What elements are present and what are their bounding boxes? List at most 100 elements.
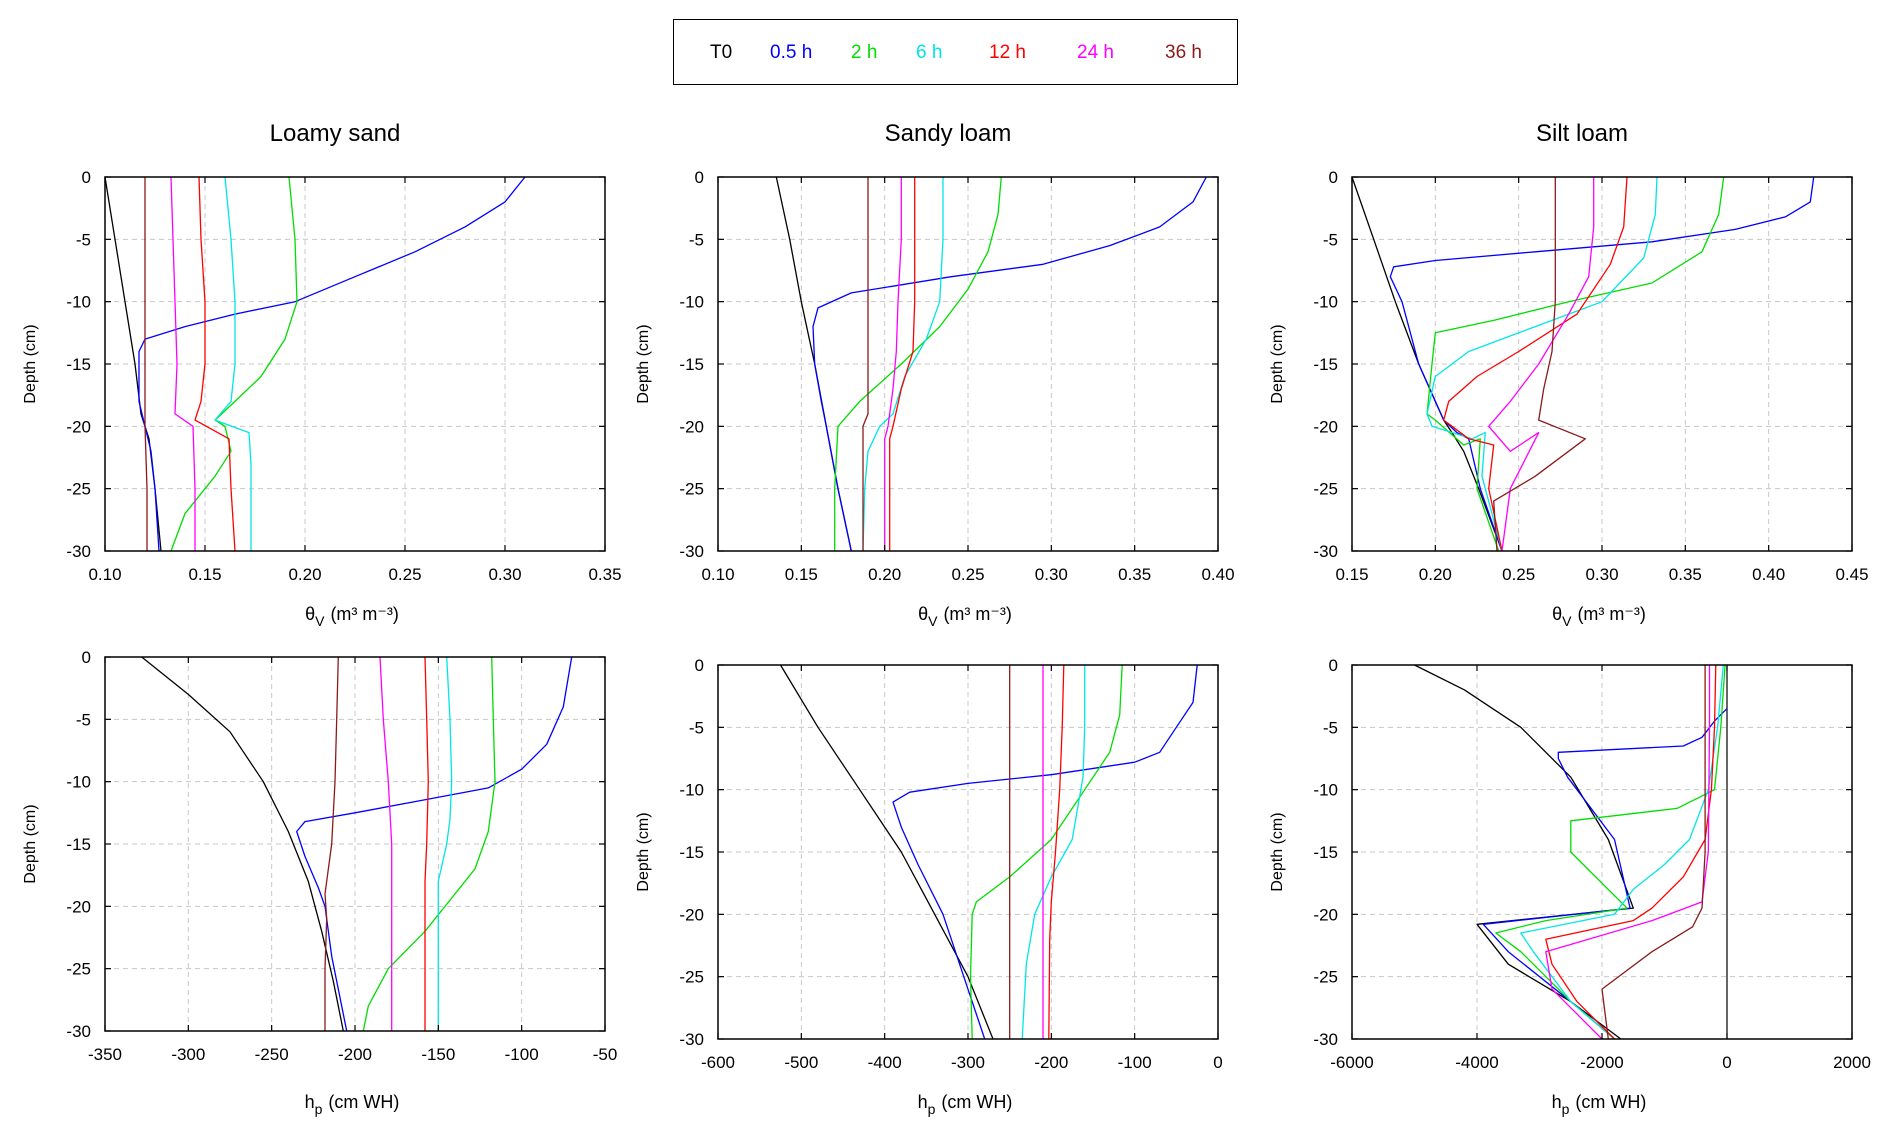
y-tick-label: -15 <box>66 835 91 854</box>
y-tick-label: -15 <box>1313 843 1338 862</box>
y-tick-label: -25 <box>679 480 704 499</box>
y-tick-label: 0 <box>82 168 91 187</box>
x-axis-label: hp (cm WH) <box>918 1092 1013 1117</box>
x-tick-label: 0.40 <box>1201 565 1234 584</box>
x-tick-label: -6000 <box>1330 1053 1373 1072</box>
chart-panel-6: -6000 -4000 -2000 0 2000 0 -5 -10 -15 -20 -25 -30 De… <box>1269 656 1871 1117</box>
x-tick-label: 0.10 <box>701 565 734 584</box>
x-tick-label: 0.30 <box>1035 565 1068 584</box>
y-axis-label: Depth (cm) <box>22 804 39 883</box>
y-tick-label: -30 <box>679 1030 704 1049</box>
x-tick-label: 0.35 <box>588 565 621 584</box>
y-tick-label: -25 <box>66 960 91 979</box>
legend: T0 0.5 h 2 h 6 h 12 h 24 h 36 h <box>673 19 1238 85</box>
series-line-t0 <box>1414 664 1634 1040</box>
y-tick-label: -10 <box>66 293 91 312</box>
x-tick-label: 0.15 <box>1335 565 1368 584</box>
series-line-0-5-h <box>812 176 1207 552</box>
y-axis-label: Depth (cm) <box>1269 812 1286 891</box>
x-tick-label: 0.10 <box>88 565 121 584</box>
series-line-36-h <box>1601 665 1706 1040</box>
x-tick-label: -200 <box>338 1045 372 1064</box>
x-axis-label: θV (m³ m⁻³) <box>305 604 399 629</box>
x-tick-label: 0.20 <box>1419 565 1452 584</box>
y-tick-label: -10 <box>679 293 704 312</box>
series-line-24-h <box>1488 177 1595 552</box>
y-tick-label: -20 <box>66 897 91 916</box>
series-line-t0 <box>141 656 344 1032</box>
x-tick-label: 0.30 <box>488 565 521 584</box>
series-line-6-h <box>862 177 944 552</box>
y-tick-label: -5 <box>76 230 91 249</box>
x-tick-label: -400 <box>868 1053 902 1072</box>
y-axis-label: Depth (cm) <box>1269 324 1286 403</box>
chart-panel-2: 0.10 0.15 0.20 0.25 0.30 0.35 0.40 0 -5 -10 -15 -20… <box>635 120 1235 629</box>
x-tick-label: 0.30 <box>1585 565 1618 584</box>
series-line-0-5-h <box>138 176 526 552</box>
y-tick-label: -30 <box>1313 1030 1338 1049</box>
x-tick-label: 0.25 <box>951 565 984 584</box>
series-line-6-h <box>1520 664 1724 1040</box>
y-tick-label: -5 <box>689 230 704 249</box>
series-line-2-h <box>1495 664 1726 1040</box>
series-line-2-h <box>1426 176 1725 552</box>
series-line-6-h <box>437 656 453 1031</box>
series-line-2-h <box>170 176 298 552</box>
x-tick-label: 0.25 <box>1502 565 1535 584</box>
x-tick-label: 0.25 <box>388 565 421 584</box>
x-tick-label: -4000 <box>1455 1053 1498 1072</box>
x-tick-label: -350 <box>88 1045 122 1064</box>
y-axis-label: Depth (cm) <box>22 324 39 403</box>
y-tick-label: -30 <box>66 542 91 561</box>
x-tick-label: -500 <box>784 1053 818 1072</box>
y-tick-label: 0 <box>82 648 91 667</box>
y-tick-label: -15 <box>66 355 91 374</box>
chart-title: Sandy loam <box>885 120 1012 147</box>
legend-item-12h: 12 h <box>989 42 1026 63</box>
x-tick-label: 2000 <box>1833 1053 1871 1072</box>
series-line-0-5-h <box>296 656 573 1032</box>
y-axis-label: Depth (cm) <box>635 812 652 891</box>
y-tick-label: -25 <box>679 968 704 987</box>
series-line-12-h <box>1545 664 1717 1040</box>
chart-panel-4: -350 -300 -250 -200 -150 -100 -50 0 -5 -10 -15 -20 -… <box>22 648 617 1117</box>
y-tick-label: -20 <box>1313 417 1338 436</box>
y-tick-label: -5 <box>76 710 91 729</box>
x-tick-label: 0.40 <box>1752 565 1785 584</box>
x-axis-label: hp (cm WH) <box>305 1092 400 1117</box>
y-tick-label: -30 <box>679 542 704 561</box>
series-line-36-h <box>324 656 339 1031</box>
x-tick-label: -200 <box>1034 1053 1068 1072</box>
y-tick-label: -30 <box>1313 542 1338 561</box>
y-tick-label: -10 <box>1313 781 1338 800</box>
x-tick-label: -100 <box>505 1045 539 1064</box>
x-tick-label: 0.15 <box>785 565 818 584</box>
y-tick-label: -25 <box>1313 480 1338 499</box>
x-tick-label: 0 <box>1213 1053 1222 1072</box>
y-tick-label: -15 <box>1313 355 1338 374</box>
x-tick-label: 0.20 <box>868 565 901 584</box>
y-tick-label: -5 <box>1323 718 1338 737</box>
series-line-24-h <box>884 177 902 551</box>
x-axis-label: hp (cm WH) <box>1552 1092 1647 1117</box>
y-tick-label: -10 <box>66 773 91 792</box>
legend-item-2h: 2 h <box>851 42 878 63</box>
series-line-12-h <box>1443 176 1628 552</box>
series-line-6-h <box>1021 665 1086 1040</box>
y-tick-label: -10 <box>1313 293 1338 312</box>
x-tick-label: -150 <box>421 1045 455 1064</box>
series-line-2-h <box>834 176 1002 551</box>
legend-item-0-5h: 0.5 h <box>770 42 813 63</box>
x-tick-label: 0.35 <box>1118 565 1151 584</box>
y-tick-label: -15 <box>679 843 704 862</box>
x-tick-label: -100 <box>1118 1053 1152 1072</box>
series-line-0-5-h <box>892 664 1198 1040</box>
series-line-12-h <box>889 177 916 551</box>
series-line-t0 <box>775 176 852 552</box>
series-line-6-h <box>1426 176 1658 552</box>
series-line-12-h <box>194 176 236 552</box>
series-line-36-h <box>1493 177 1586 552</box>
y-tick-label: -5 <box>1323 230 1338 249</box>
series-line-12-h <box>424 656 429 1031</box>
